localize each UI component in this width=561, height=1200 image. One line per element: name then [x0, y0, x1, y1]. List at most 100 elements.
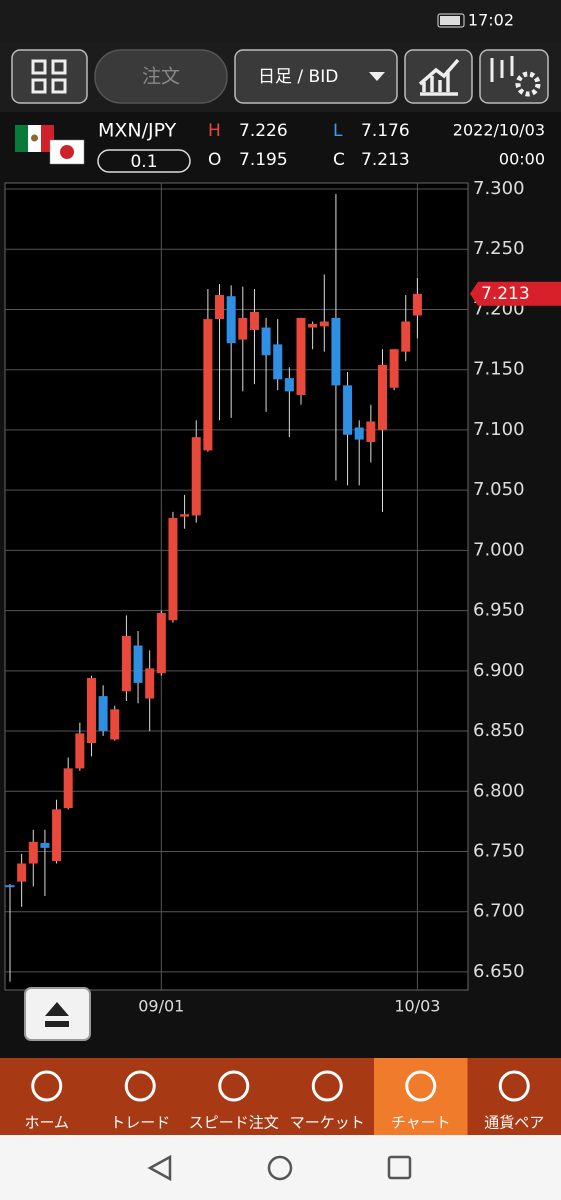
- candle-body[interactable]: [354, 427, 364, 440]
- y-tick-label: 6.700: [473, 901, 525, 922]
- candle-body[interactable]: [63, 768, 73, 809]
- date: 2022/10/03: [453, 121, 545, 140]
- low-label: L: [333, 121, 343, 141]
- nav-label[interactable]: ホーム: [24, 1114, 69, 1132]
- y-tick-label: 6.800: [473, 780, 525, 801]
- order-button-label[interactable]: 注文: [142, 66, 180, 88]
- candle-body[interactable]: [215, 295, 225, 320]
- back-button[interactable]: [147, 1154, 172, 1182]
- nav-label[interactable]: チャート: [391, 1114, 451, 1132]
- chart: 6.650 6.700 6.750 6.800 6.850 6.900 6.950 7.000…: [5, 178, 561, 1016]
- candle-body[interactable]: [40, 843, 50, 848]
- order-button[interactable]: [94, 49, 228, 104]
- close-label: C: [333, 150, 345, 170]
- candle-body[interactable]: [180, 514, 190, 517]
- candle-body[interactable]: [389, 349, 399, 388]
- nav-icon: [311, 1070, 343, 1102]
- nav-icon: [31, 1070, 63, 1102]
- open-label: O: [208, 150, 221, 170]
- lot-pill[interactable]: [97, 149, 191, 173]
- y-tick-label: 7.250: [473, 238, 525, 259]
- plot-area[interactable]: [4, 182, 469, 991]
- candle-body[interactable]: [145, 668, 155, 699]
- candle-body[interactable]: [17, 863, 27, 882]
- symbol: MXN/JPY: [98, 120, 177, 142]
- x-tick-label: 09/01: [138, 997, 184, 1016]
- time: 00:00: [499, 150, 545, 169]
- flag-mexico: [15, 125, 54, 152]
- x-tick-label: 10/03: [394, 997, 440, 1016]
- candle-body[interactable]: [226, 296, 236, 344]
- settings-gear-icon: [515, 71, 541, 97]
- nav-label[interactable]: トレード: [110, 1114, 170, 1132]
- candle-body[interactable]: [296, 317, 306, 395]
- candle-body[interactable]: [52, 809, 62, 862]
- y-tick-label: 6.900: [473, 660, 525, 681]
- candle-body[interactable]: [284, 378, 294, 392]
- y-tick-label: 7.000: [473, 539, 525, 560]
- timeframe-dropdown[interactable]: [234, 49, 398, 104]
- candle-body[interactable]: [261, 327, 271, 356]
- candle-body[interactable]: [319, 321, 329, 327]
- candle-body[interactable]: [98, 696, 108, 732]
- candle-body[interactable]: [249, 311, 259, 330]
- dropdown-arrow: [369, 72, 385, 81]
- price-tag: [470, 281, 561, 306]
- nav-icon: [218, 1070, 250, 1102]
- price-tag-label: 7.213: [481, 284, 530, 304]
- candle-body[interactable]: [156, 612, 166, 674]
- high-value: 7.226: [239, 121, 288, 141]
- y-tick-label: 6.750: [473, 840, 525, 861]
- y-tick-label: 7.050: [473, 479, 525, 500]
- y-tick-label: 7.150: [473, 359, 525, 380]
- nav-icon: [405, 1070, 437, 1102]
- recents-button[interactable]: [387, 1155, 412, 1180]
- nav-label[interactable]: 通貨ペア: [484, 1114, 544, 1132]
- candle-body[interactable]: [28, 841, 38, 864]
- y-tick-label: 6.650: [473, 961, 525, 982]
- candle-body[interactable]: [121, 635, 131, 692]
- timeframe-label[interactable]: 日足 / BID: [258, 67, 338, 87]
- chart-type-icon: [418, 58, 460, 96]
- settings-button[interactable]: [479, 49, 549, 104]
- candle-body[interactable]: [366, 421, 376, 442]
- candle-body[interactable]: [401, 321, 411, 352]
- candle-body[interactable]: [203, 319, 213, 451]
- home-button[interactable]: [267, 1155, 293, 1181]
- candle-body[interactable]: [168, 517, 178, 621]
- candle-body[interactable]: [331, 317, 341, 386]
- candle-body[interactable]: [308, 323, 318, 328]
- eject-icon: [45, 1002, 69, 1027]
- candle-body[interactable]: [75, 733, 85, 769]
- menu-icon: [31, 59, 67, 94]
- candle-body[interactable]: [5, 885, 15, 888]
- high-label: H: [208, 121, 221, 141]
- nav-label[interactable]: マーケット: [290, 1114, 365, 1132]
- candle-body[interactable]: [377, 364, 387, 430]
- y-tick-label: 6.950: [473, 600, 525, 621]
- close-value: 7.213: [361, 150, 410, 170]
- nav-icon: [124, 1070, 156, 1102]
- candle-body[interactable]: [191, 437, 201, 516]
- nav-label[interactable]: スピード注文: [189, 1114, 279, 1132]
- lot-value[interactable]: 0.1: [130, 152, 157, 172]
- low-value: 7.176: [361, 121, 410, 141]
- menu-button-bg[interactable]: [11, 49, 88, 104]
- candle-body[interactable]: [273, 344, 283, 380]
- y-tick-label: 7.300: [473, 178, 525, 199]
- bottom-nav: ホーム トレード スピード注文 マーケット チャート 通貨ペア: [0, 1058, 561, 1135]
- candle-body[interactable]: [412, 293, 422, 316]
- candle-body[interactable]: [86, 678, 96, 744]
- open-value: 7.195: [239, 150, 288, 170]
- info-row: [0, 112, 561, 182]
- settings-candles-icon: [490, 56, 514, 82]
- candle-body[interactable]: [133, 645, 143, 683]
- menu-button[interactable]: [11, 49, 88, 104]
- y-tick-label: 6.850: [473, 720, 525, 741]
- candle-body[interactable]: [110, 709, 120, 740]
- candle-body[interactable]: [238, 317, 248, 340]
- nav-icon: [498, 1070, 530, 1102]
- candle-body[interactable]: [343, 385, 353, 435]
- battery-icon: [437, 13, 465, 28]
